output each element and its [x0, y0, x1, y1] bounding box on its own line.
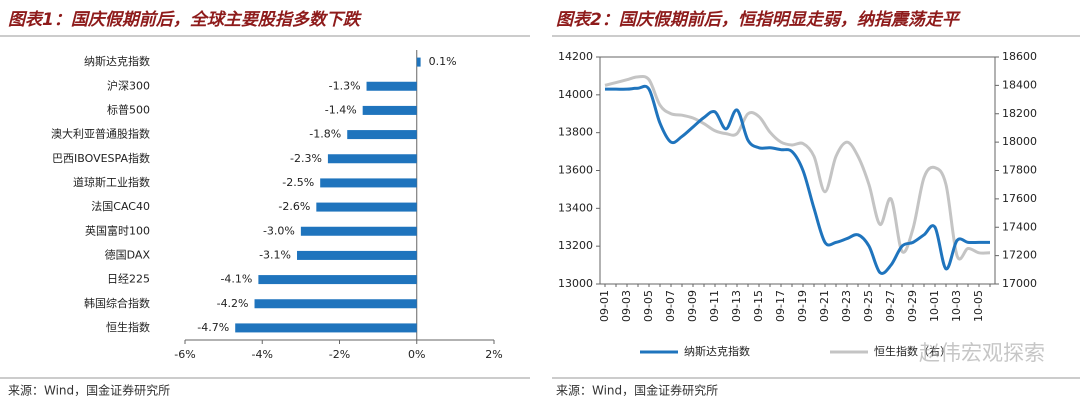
x-tick-label: 09-07: [664, 290, 677, 322]
x-tick-label: 09-23: [840, 290, 853, 322]
y-tick-label: 13200: [558, 239, 593, 252]
data-label: 0.1%: [429, 55, 457, 68]
x-tick-label: 09-27: [884, 290, 897, 322]
data-label: -4.1%: [220, 273, 252, 286]
bar: [254, 299, 417, 309]
y-tick-label: 13800: [558, 126, 593, 139]
data-label: -2.6%: [278, 200, 310, 213]
x-tick-label: -4%: [252, 348, 273, 361]
y-tick-label: 纳斯达克指数: [84, 54, 150, 68]
y2-tick-label: 17200: [1002, 249, 1037, 262]
bar: [416, 57, 421, 67]
y-tick-label: 14000: [558, 88, 593, 101]
bar: [316, 202, 417, 212]
x-tick-label: 10-03: [950, 290, 963, 322]
y-tick-label: 道琼斯工业指数: [73, 175, 150, 189]
x-tick-label: 09-29: [906, 290, 919, 322]
y-tick-label: 德国DAX: [105, 247, 151, 261]
bar: [235, 323, 417, 333]
data-label: -3.1%: [259, 248, 291, 261]
y-tick-label: 巴西IBOVESPA指数: [52, 151, 150, 165]
line-series: [605, 84, 990, 275]
chart-title: 图表2：国庆假期前后，恒指明显走弱，纳指震荡走平: [556, 10, 961, 30]
x-tick-label: 10-01: [928, 290, 941, 322]
x-tick-label: 09-19: [796, 290, 809, 322]
y-tick-label: 韩国综合指数: [84, 296, 150, 310]
x-tick-label: -6%: [174, 348, 195, 361]
bar: [347, 130, 417, 140]
x-tick-label: 09-09: [686, 290, 699, 322]
legend-label: 恒生指数（右）: [874, 344, 951, 358]
data-label: -4.2%: [217, 297, 249, 310]
y2-tick-label: 17600: [1002, 192, 1037, 205]
x-tick-label: 0%: [408, 348, 425, 361]
y-tick-label: 澳大利亚普通股指数: [51, 127, 150, 141]
x-tick-label: 09-21: [818, 290, 831, 322]
x-tick-label: 09-13: [730, 290, 743, 322]
x-tick-label: 09-15: [752, 290, 765, 322]
x-tick-label: 10-05: [972, 290, 985, 322]
source: 来源：Wind，国金证券研究所: [556, 383, 718, 398]
bar: [362, 105, 417, 115]
watermark: 赵伟宏观探索: [919, 341, 1045, 365]
data-label: -1.4%: [325, 103, 357, 116]
y-tick-label: 沪深300: [107, 78, 150, 92]
line-series: [604, 75, 991, 261]
data-label: -1.3%: [329, 79, 361, 92]
x-tick-label: 09-11: [708, 290, 721, 322]
data-label: -1.8%: [309, 128, 341, 141]
y-tick-label: 13000: [558, 277, 593, 290]
y-tick-label: 日经225: [107, 273, 150, 286]
x-tick-label: 09-17: [774, 290, 787, 322]
y2-tick-label: 17800: [1002, 164, 1037, 177]
y2-tick-label: 18400: [1002, 78, 1037, 91]
x-tick-label: -2%: [329, 348, 350, 361]
legend-label: 纳斯达克指数: [684, 344, 750, 358]
y-tick-label: 13400: [558, 201, 593, 214]
data-label: -3.0%: [263, 224, 295, 237]
x-tick-label: 09-25: [862, 290, 875, 322]
bar: [327, 154, 417, 164]
bar: [297, 250, 417, 260]
y-tick-label: 法国CAC40: [91, 199, 150, 213]
x-tick-label: 09-05: [642, 290, 655, 322]
bar: [300, 226, 417, 236]
y2-tick-label: 18600: [1002, 50, 1037, 63]
bar: [366, 81, 417, 91]
data-label: -2.5%: [282, 176, 314, 189]
bar: [258, 275, 417, 285]
y-tick-label: 恒生指数: [106, 320, 150, 334]
y-tick-label: 标普500: [107, 102, 150, 116]
data-label: -2.3%: [290, 152, 322, 165]
y2-tick-label: 17400: [1002, 220, 1037, 233]
x-tick-label: 09-03: [620, 290, 633, 322]
y-tick-label: 14200: [558, 50, 593, 63]
x-tick-label: 2%: [485, 348, 502, 361]
x-tick-label: 09-01: [598, 290, 611, 322]
y2-tick-label: 18000: [1002, 135, 1037, 148]
y2-tick-label: 17000: [1002, 277, 1037, 290]
bar: [320, 178, 417, 188]
plot-frame: [599, 56, 996, 285]
chart-title: 图表1：国庆假期前后，全球主要股指多数下跌: [8, 10, 363, 30]
source: 来源：Wind，国金证券研究所: [8, 383, 170, 398]
data-label: -4.7%: [197, 321, 229, 334]
y-tick-label: 13600: [558, 164, 593, 177]
y-tick-label: 英国富时100: [85, 223, 150, 237]
y2-tick-label: 18200: [1002, 107, 1037, 120]
